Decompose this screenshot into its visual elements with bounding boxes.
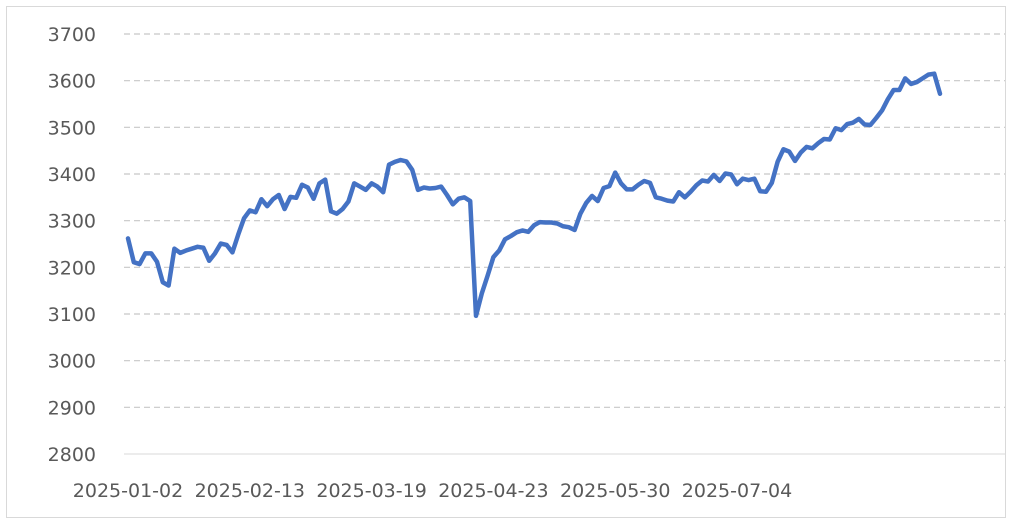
x-tick-label: 2025-03-19 xyxy=(316,480,426,502)
y-tick-label: 3400 xyxy=(48,164,96,186)
y-tick-label: 2900 xyxy=(48,397,96,419)
y-tick-label: 3200 xyxy=(48,257,96,279)
x-tick-label: 2025-02-13 xyxy=(195,480,305,502)
y-axis-tick-labels: 2800 2900 3000 3100 3200 3300 3400 3500 3600 3700 xyxy=(48,24,96,466)
y-tick-label: 3000 xyxy=(48,351,96,373)
y-tick-label: 3700 xyxy=(48,24,96,46)
x-tick-label: 2025-07-04 xyxy=(682,480,792,502)
gridlines xyxy=(124,33,1005,408)
x-tick-label: 2025-01-02 xyxy=(73,480,183,502)
x-axis-tick-labels: 2025-01-02 2025-02-13 2025-03-19 2025-04-23… xyxy=(73,480,792,502)
y-tick-label: 3600 xyxy=(48,71,96,93)
y-tick-label: 3500 xyxy=(48,117,96,139)
y-tick-label: 3300 xyxy=(48,211,96,233)
y-tick-label: 3100 xyxy=(48,304,96,326)
x-tick-label: 2025-04-23 xyxy=(438,480,548,502)
series-line xyxy=(125,71,943,319)
y-tick-label: 2800 xyxy=(48,444,96,466)
x-tick-label: 2025-05-30 xyxy=(560,480,670,502)
